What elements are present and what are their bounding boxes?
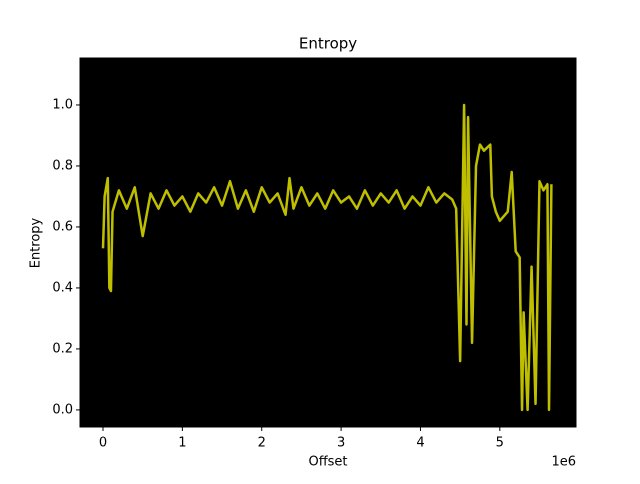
y-axis-label: Entropy bbox=[29, 217, 44, 268]
y-tick-label: 0.2 bbox=[52, 341, 73, 356]
x-tick-label: 1 bbox=[178, 436, 186, 451]
plot-area bbox=[79, 57, 577, 428]
y-tick-label: 0.4 bbox=[52, 280, 73, 295]
x-offset-label: 1e6 bbox=[551, 455, 576, 470]
x-tick-label: 5 bbox=[496, 436, 504, 451]
data-line bbox=[101, 103, 553, 412]
x-tick-label: 0 bbox=[99, 436, 107, 451]
y-tick-label: 0.6 bbox=[52, 219, 73, 234]
y-tick-label: 0.0 bbox=[52, 402, 73, 417]
x-axis-label: Offset bbox=[308, 455, 347, 470]
y-tick-label: 1.0 bbox=[52, 97, 73, 112]
y-tick-label: 0.8 bbox=[52, 158, 73, 173]
x-tick-label: 4 bbox=[416, 436, 424, 451]
chart-title: Entropy bbox=[299, 35, 357, 53]
x-tick-label: 2 bbox=[258, 436, 266, 451]
x-tick-label: 3 bbox=[337, 436, 345, 451]
